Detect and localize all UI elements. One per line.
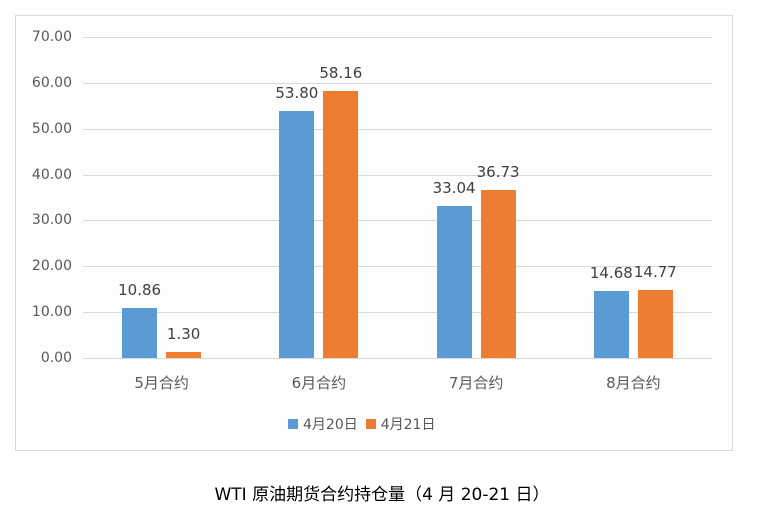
bar [436,206,472,358]
gridline [83,220,712,221]
data-label: 33.04 [432,179,476,198]
legend-label: 4月21日 [380,417,436,433]
data-label: 1.30 [166,325,201,344]
x-category-label: 8月合约 [606,374,661,392]
bar [122,308,158,358]
data-label: 10.86 [118,281,162,300]
bar [637,290,673,358]
y-tick-label: 70.00 [31,29,72,45]
x-category-label: 7月合约 [448,374,504,392]
data-label: 36.73 [476,162,520,181]
y-tick-label: 50.00 [31,121,72,137]
legend-item-series-1: 4月20日 [288,414,358,434]
gridline [83,83,712,84]
gridline [83,266,712,267]
bar [593,290,629,358]
legend-item-series-2: 4月21日 [365,414,436,434]
chart-legend: 4月20日 4月21日 [288,414,443,434]
legend-swatch-orange [365,419,376,429]
y-tick-label: 40.00 [31,167,72,183]
legend-label: 4月20日 [303,417,358,433]
gridline [83,312,712,313]
gridline [83,358,712,359]
y-tick-label: 30.00 [31,212,72,228]
x-category-label: 6月合约 [291,374,347,392]
gridline [83,37,712,38]
bar [480,189,516,358]
bar [166,352,202,358]
legend-swatch-blue [288,419,298,429]
y-tick-label: 10.00 [31,304,72,320]
chart-frame [15,15,733,451]
y-tick-label: 20.00 [31,258,72,274]
bar [323,91,359,358]
data-label: 53.80 [275,84,319,103]
bar [279,111,315,358]
y-tick-label: 60.00 [31,75,72,91]
gridline [83,129,712,130]
gridline [83,175,712,176]
data-label: 14.68 [589,263,633,282]
data-label: 58.16 [319,64,363,83]
data-label: 14.77 [633,263,677,282]
figure-caption: WTI 原油期货合约持仓量（4 月 20-21 日） [214,485,550,505]
y-tick-label: 0.00 [40,350,72,366]
x-category-label: 5月合约 [134,374,189,392]
